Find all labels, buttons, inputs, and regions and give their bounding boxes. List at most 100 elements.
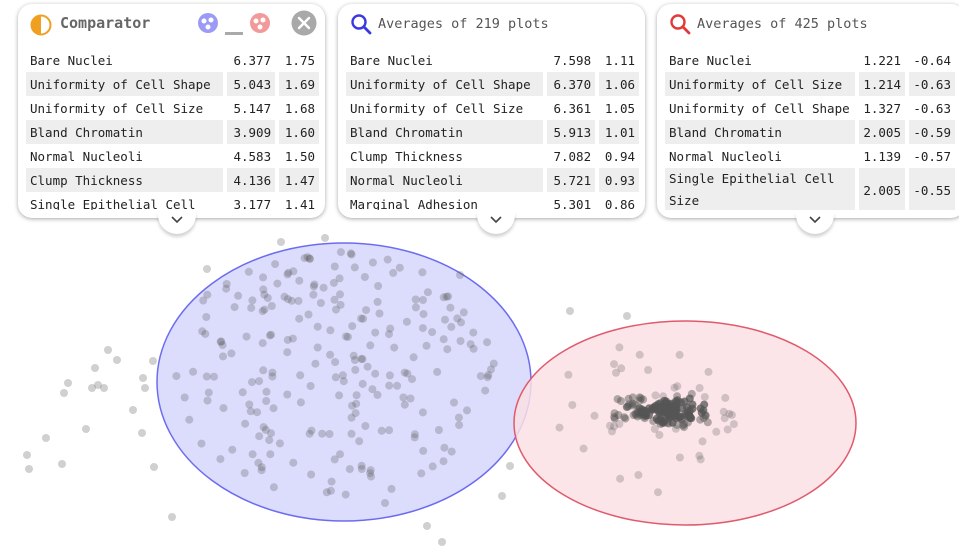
search-icon bbox=[669, 13, 691, 39]
table-row[interactable]: Normal Nucleoli 1.139 -0.57 bbox=[665, 144, 955, 168]
feature-name: Bare Nuclei bbox=[350, 52, 433, 68]
table-row[interactable]: Single Epithelial Cell 3.177 1.41 bbox=[26, 192, 319, 210]
data-point bbox=[300, 254, 309, 263]
data-point bbox=[280, 292, 289, 301]
table-row[interactable]: Normal Nucleoli 5.721 0.93 bbox=[346, 168, 639, 192]
data-point bbox=[329, 278, 338, 287]
data-point bbox=[306, 382, 315, 390]
data-point bbox=[260, 290, 269, 299]
data-point bbox=[149, 357, 157, 365]
data-point bbox=[564, 370, 573, 379]
table-row[interactable]: Uniformity of Cell Shape 5.043 1.69 bbox=[26, 72, 319, 96]
data-point bbox=[260, 305, 269, 314]
data-point bbox=[358, 379, 367, 388]
data-point bbox=[649, 417, 658, 425]
table-row[interactable]: Bare Nuclei 1.221 -0.64 bbox=[665, 48, 955, 72]
data-point bbox=[389, 268, 398, 277]
data-point bbox=[417, 469, 426, 478]
red-cluster-icon[interactable] bbox=[249, 12, 271, 38]
data-point bbox=[606, 421, 614, 430]
data-point bbox=[305, 254, 314, 263]
expand-button[interactable] bbox=[158, 212, 196, 234]
feature-value: 1.327 bbox=[863, 100, 901, 116]
comparator-panel: Comparator Bare Nuclei 6.377 1.75 Un bbox=[18, 4, 325, 234]
data-point bbox=[253, 408, 262, 417]
data-point bbox=[150, 463, 158, 471]
expand-button[interactable] bbox=[477, 212, 515, 234]
table-row[interactable]: Bland Chromatin 5.913 1.01 bbox=[346, 120, 639, 144]
table-row[interactable]: Uniformity of Cell Shape 6.370 1.06 bbox=[346, 72, 639, 96]
table-row[interactable]: Normal Nucleoli 4.583 1.50 bbox=[26, 144, 319, 168]
data-point bbox=[197, 439, 206, 448]
table-row[interactable]: Marginal Adhesion 5.301 0.86 bbox=[346, 192, 639, 210]
data-point bbox=[344, 332, 352, 341]
table-row[interactable]: Uniformity of Cell Size 1.214 -0.63 bbox=[665, 72, 955, 96]
feature-name: Single Epithelial Cell Size bbox=[665, 168, 856, 210]
data-point bbox=[268, 368, 277, 377]
feature-score: -0.64 bbox=[913, 52, 951, 68]
feature-value: 2.005 bbox=[859, 168, 905, 210]
red-cluster-ellipse[interactable] bbox=[513, 320, 857, 526]
data-point bbox=[265, 436, 274, 445]
data-point bbox=[409, 353, 418, 362]
feature-name: Clump Thickness bbox=[350, 148, 463, 164]
half-circle-icon bbox=[30, 14, 52, 40]
table-row[interactable]: Single Epithelial Cell Size 2.005 -0.55 bbox=[665, 168, 955, 210]
data-point bbox=[395, 263, 404, 272]
data-point bbox=[654, 488, 662, 497]
data-point bbox=[651, 391, 660, 400]
close-icon[interactable] bbox=[291, 10, 317, 40]
feature-score: 1.69 bbox=[279, 72, 319, 96]
data-point bbox=[339, 377, 348, 386]
data-point bbox=[614, 411, 623, 419]
data-point bbox=[309, 282, 318, 291]
data-point bbox=[373, 297, 382, 306]
data-point bbox=[331, 358, 340, 367]
data-point bbox=[428, 328, 437, 337]
table-row[interactable]: Bare Nuclei 6.377 1.75 bbox=[26, 48, 319, 72]
data-point bbox=[335, 274, 344, 283]
data-point bbox=[219, 404, 228, 413]
table-row[interactable]: Uniformity of Cell Size 6.361 1.05 bbox=[346, 96, 639, 120]
data-point bbox=[199, 296, 208, 305]
data-point bbox=[630, 400, 639, 409]
data-point bbox=[704, 367, 713, 376]
table-row[interactable]: Clump Thickness 4.136 1.47 bbox=[26, 168, 319, 192]
data-point bbox=[673, 396, 682, 405]
data-point bbox=[283, 390, 292, 399]
data-point bbox=[393, 381, 402, 390]
blue-cluster-icon[interactable] bbox=[197, 12, 219, 38]
data-point bbox=[636, 396, 644, 405]
data-point bbox=[374, 282, 383, 290]
table-row[interactable]: Clump Thickness 7.082 0.94 bbox=[346, 144, 639, 168]
table-row[interactable]: Bland Chromatin 3.909 1.60 bbox=[26, 120, 319, 144]
data-point bbox=[673, 392, 682, 401]
table-row[interactable]: Uniformity of Cell Shape 1.327 -0.63 bbox=[665, 96, 955, 120]
data-point bbox=[487, 365, 495, 374]
data-point bbox=[443, 345, 452, 354]
data-point bbox=[355, 437, 364, 446]
table-row[interactable]: Bare Nuclei 7.598 1.11 bbox=[346, 48, 639, 72]
table-row[interactable]: Bland Chromatin 2.005 -0.59 bbox=[665, 120, 955, 144]
data-point bbox=[381, 499, 389, 507]
data-point bbox=[622, 402, 631, 411]
data-point bbox=[723, 425, 732, 434]
feature-score: -0.63 bbox=[913, 100, 951, 116]
data-point bbox=[234, 291, 243, 300]
data-point bbox=[210, 372, 218, 381]
data-point bbox=[410, 433, 419, 442]
data-point bbox=[423, 522, 431, 530]
data-point bbox=[385, 381, 394, 390]
table-row[interactable]: Uniformity of Cell Size 5.147 1.68 bbox=[26, 96, 319, 120]
data-point bbox=[725, 409, 734, 418]
data-point bbox=[336, 300, 345, 309]
data-point bbox=[357, 461, 366, 470]
expand-button[interactable] bbox=[796, 212, 834, 234]
data-point bbox=[259, 273, 268, 282]
feature-name: Marginal Adhesion bbox=[350, 196, 478, 211]
data-point bbox=[662, 397, 671, 406]
data-point bbox=[217, 337, 226, 346]
data-point bbox=[263, 294, 272, 302]
data-point bbox=[198, 327, 207, 336]
